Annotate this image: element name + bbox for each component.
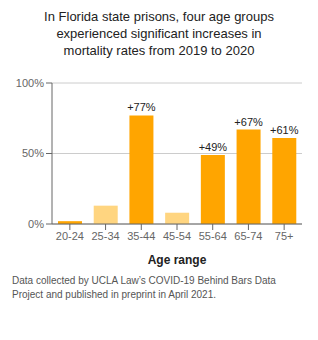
svg-text:25-34: 25-34 (92, 230, 120, 242)
svg-text:+77%: +77% (127, 101, 156, 113)
svg-text:20-24: 20-24 (56, 230, 84, 242)
html-text:Data collected by UCLA Law’s C: Data collected by UCLA Law’s COVID-19 Be… (12, 275, 276, 286)
html-text:experienced significant increa: experienced significant increases in (56, 26, 262, 41)
svg-text:75+: 75+ (275, 230, 294, 242)
svg-text:45-54: 45-54 (163, 230, 191, 242)
svg-text:Age range: Age range (148, 253, 207, 267)
svg-text:35-44: 35-44 (127, 230, 155, 242)
svg-text:+49%: +49% (199, 141, 228, 153)
svg-text:+61%: +61% (270, 124, 299, 136)
svg-text:50%: 50% (22, 147, 44, 159)
html-text:Project and published in prepr: Project and published in preprint in Apr… (12, 289, 216, 300)
svg-text:55-64: 55-64 (199, 230, 227, 242)
html-text:In Florida state prisons, four: In Florida state prisons, four age group… (44, 9, 274, 24)
svg-text:65-74: 65-74 (234, 230, 262, 242)
svg-text:+67%: +67% (234, 116, 263, 128)
svg-text:100%: 100% (16, 77, 44, 89)
svg-text:0%: 0% (28, 218, 44, 230)
html-text:mortality rates from 2019 to 2: mortality rates from 2019 to 2020 (63, 43, 255, 58)
